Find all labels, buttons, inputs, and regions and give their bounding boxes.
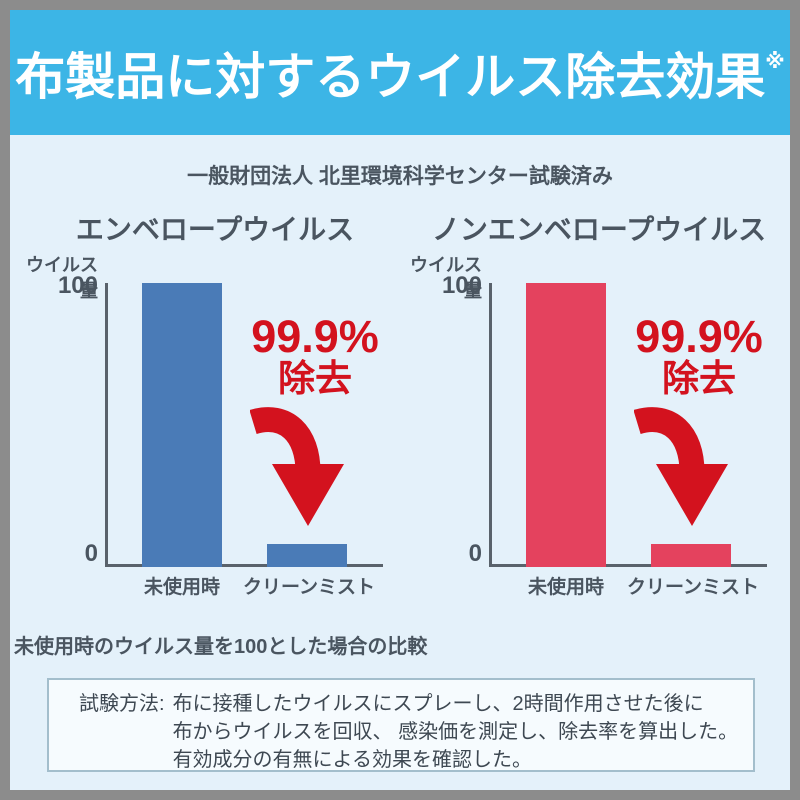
test-method-box: 試験方法: 布に接種したウイルスにスプレーし、2時間作用させた後に 布からウイル… [47, 678, 755, 772]
page-background: 布製品に対するウイルス除去効果※ 一般財団法人 北里環境科学センター試験済み エ… [10, 10, 790, 790]
x-label-unused: 未使用時 [527, 577, 604, 598]
x-axis-line [489, 564, 767, 567]
comparison-footnote: 未使用時のウイルス量を100とした場合の比較 [14, 636, 428, 658]
chart-title: エンベロープウイルス [75, 214, 355, 245]
bar-clean-mist [651, 544, 731, 567]
chart-title: ノンエンベロープウイルス [431, 214, 767, 245]
y-axis-line [105, 283, 108, 567]
y-tick-100: 100 [441, 272, 482, 299]
test-method-label: 試験方法: [79, 693, 165, 715]
bar-unused [142, 283, 222, 567]
x-label-unused: 未使用時 [143, 577, 220, 598]
y-tick-100: 100 [57, 272, 98, 299]
y-axis-label: ウイルス量 [410, 255, 482, 301]
test-method-text: 布に接種したウイルスにスプレーし、2時間作用させた後に 布からウイルスを回収、 … [173, 690, 739, 774]
header-banner: 布製品に対するウイルス除去効果※ [10, 10, 790, 135]
test-method-line: 布に接種したウイルスにスプレーし、2時間作用させた後に [172, 693, 704, 715]
x-axis-line [105, 564, 383, 567]
curved-down-arrow-icon [250, 407, 344, 526]
certification-subtitle: 一般財団法人 北里環境科学センター試験済み [187, 165, 613, 188]
y-axis-label: ウイルス量 [26, 255, 98, 301]
chart-non-enveloped-virus: ノンエンベロープウイルス ウイルス量 100 0 未使用時 クリーンミスト 99… [394, 208, 784, 600]
x-label-clean-mist: クリーンミスト [626, 577, 760, 598]
y-tick-0: 0 [84, 540, 98, 567]
removal-label: 除去 [278, 358, 352, 399]
plot-area [108, 283, 381, 567]
y-tick-0: 0 [468, 540, 482, 567]
test-method-line: 布からウイルスを回収、 感染価を測定し、除去率を算出した。 [172, 721, 739, 743]
removal-percent: 99.9% [251, 311, 379, 362]
chart-enveloped-virus: エンベロープウイルス ウイルス量 100 0 未使用時 クリーンミスト 99.9… [10, 208, 400, 600]
removal-percent: 99.9% [635, 311, 763, 362]
footnote-reference-mark: ※ [765, 50, 785, 73]
bar-unused [526, 283, 606, 567]
removal-label: 除去 [662, 358, 736, 399]
curved-down-arrow-icon [634, 407, 728, 526]
x-label-clean-mist: クリーンミスト [242, 577, 376, 598]
plot-area [492, 283, 765, 567]
test-method-line: 有効成分の有無による効果を確認した。 [172, 749, 532, 771]
bar-clean-mist [267, 544, 347, 567]
page-title: 布製品に対するウイルス除去効果※ [15, 48, 785, 105]
y-axis-line [489, 283, 492, 567]
